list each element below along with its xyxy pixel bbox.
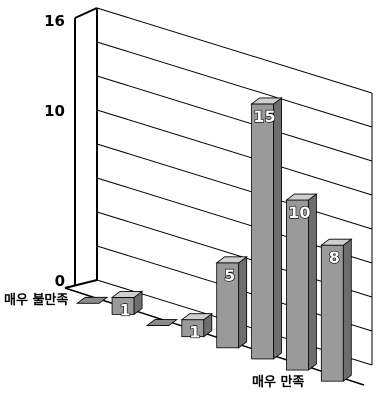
annotation-high-end: 매우 만족: [252, 374, 304, 390]
bar-data-label: 8: [329, 248, 340, 267]
bar-top: [180, 313, 214, 321]
floor-left-edge: [64, 279, 98, 289]
gridline: [96, 143, 373, 230]
bar-top: [320, 238, 353, 246]
axis-layer: 0 10 16: [44, 12, 65, 290]
y-tick-label-10: 10: [44, 102, 65, 120]
bar-side: [273, 97, 282, 360]
bar-side: [342, 238, 352, 382]
bar-floor-marker: [145, 319, 179, 326]
gridline: [96, 7, 373, 94]
annotation-low-end: 매우 불만족: [4, 292, 68, 308]
bar-data-label: 10: [288, 203, 310, 222]
bar-8: 8: [320, 238, 353, 382]
bar-4: 1: [180, 312, 214, 342]
bar-2: 1: [110, 290, 144, 320]
grid-layer: [64, 7, 373, 386]
bar-data-label: 1: [119, 300, 130, 319]
y-tick-label-0: 0: [55, 272, 65, 290]
annotation-layer: 매우 불만족 매우 만족: [4, 292, 304, 390]
bar-top: [250, 97, 283, 105]
y-tick-label-16: 16: [44, 12, 65, 30]
bar-1: [75, 296, 109, 304]
bar-top: [215, 256, 248, 264]
bar-3: [145, 319, 179, 326]
bar-7: 10: [285, 193, 318, 371]
bar-data-label: 15: [253, 107, 275, 126]
wall-top-edge: [74, 7, 98, 19]
bar-side: [238, 256, 248, 349]
gridline: [96, 41, 373, 128]
bar-top: [110, 291, 144, 298]
bar-front: [251, 103, 274, 360]
bar-5: 5: [215, 256, 248, 349]
bar-top: [285, 193, 318, 201]
bar-data-label: 5: [224, 266, 235, 285]
bar-floor-marker: [75, 296, 109, 304]
bar-front: [286, 199, 309, 371]
gridline: [96, 75, 373, 162]
floor-front-edge: [64, 287, 365, 386]
bar-data-label: 1: [189, 323, 200, 342]
bar-6: 15: [250, 97, 283, 360]
gridline: [96, 109, 373, 196]
